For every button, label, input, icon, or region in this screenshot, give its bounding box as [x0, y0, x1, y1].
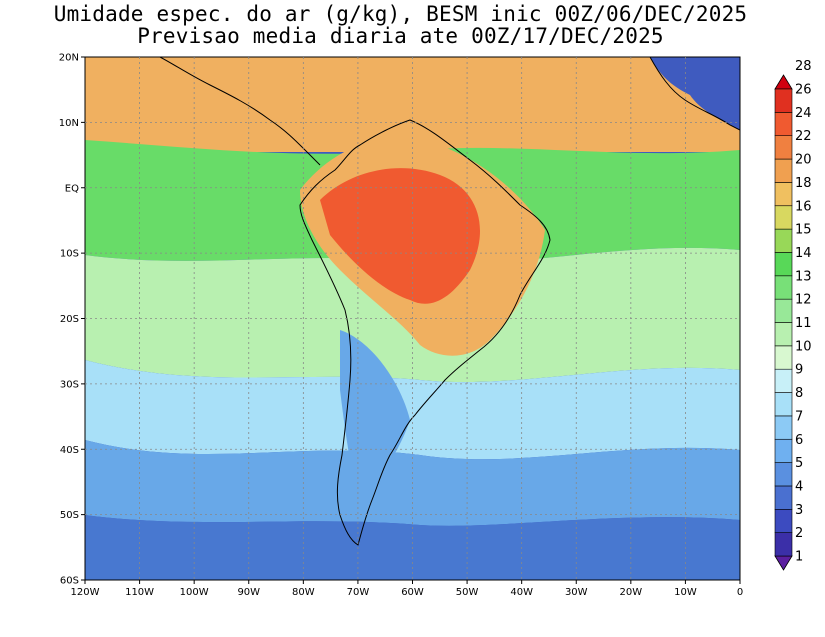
- colorbar-label: 26: [795, 83, 812, 98]
- colorbar-label: 24: [795, 106, 812, 121]
- lon-label: 20W: [620, 587, 643, 598]
- colorbar-swatch: [774, 322, 793, 347]
- colorbar-swatch: [774, 532, 793, 557]
- field-region-land2: [320, 168, 480, 304]
- lon-label: 0: [737, 587, 743, 598]
- lat-label: 60S: [60, 576, 79, 587]
- colorbar-swatch: [774, 508, 793, 533]
- colorbar-swatch: [774, 485, 793, 510]
- lon-label: 30W: [565, 587, 588, 598]
- field-region-africa: [650, 57, 740, 130]
- lat-label: 20N: [59, 53, 79, 64]
- colorbar-label: 3: [795, 503, 803, 518]
- colorbar-label: 18: [795, 176, 812, 191]
- colorbar-label: 4: [795, 479, 803, 494]
- latitude-labels: 20N 10N EQ 10S 20S 30S 40S 50S 60S: [59, 53, 85, 587]
- lon-label: 90W: [237, 587, 260, 598]
- colorbar-swatch: [774, 158, 793, 183]
- lon-label: 40W: [510, 587, 533, 598]
- chart-title-line2: Previsao media diaria ate 00Z/17/DEC/202…: [137, 24, 664, 48]
- coastline: [649, 57, 740, 131]
- colorbar-label: 1: [795, 550, 803, 565]
- chart-title-line1: Umidade espec. do ar (g/kg), BESM inic 0…: [53, 2, 748, 26]
- lon-label: 110W: [125, 587, 154, 598]
- colorbar-swatch: [774, 298, 793, 323]
- lat-label: 30S: [60, 379, 79, 390]
- colorbar-arrow-bottom: [774, 555, 793, 571]
- lon-label: 120W: [71, 587, 100, 598]
- colorbar-swatch: [774, 252, 793, 277]
- lat-label: 40S: [60, 445, 79, 456]
- coastline: [299, 119, 551, 546]
- colorbar-label: 28: [795, 59, 812, 74]
- colorbar-swatch: [774, 88, 793, 113]
- coastline: [159, 57, 321, 166]
- colorbar-label: 15: [795, 223, 812, 238]
- colorbar-arrow-top: [774, 74, 793, 90]
- colorbar-swatch: [774, 368, 793, 393]
- colorbar-label: 22: [795, 129, 812, 144]
- colorbar-label: 2: [795, 526, 803, 541]
- colorbar-label: 12: [795, 293, 812, 308]
- colorbar-swatch: [774, 345, 793, 370]
- lon-label: 100W: [180, 587, 209, 598]
- colorbar-label: 16: [795, 199, 812, 214]
- lat-label: 10N: [59, 118, 79, 129]
- colorbar-label: 20: [795, 153, 812, 168]
- lon-label: 70W: [347, 587, 370, 598]
- colorbar-swatch: [774, 205, 793, 230]
- colorbar-label: 14: [795, 246, 812, 261]
- lat-label: 50S: [60, 510, 79, 521]
- field-region-cone: [340, 330, 410, 500]
- field-region-b5: [85, 360, 740, 460]
- colorbar-swatch: [774, 135, 793, 160]
- lat-label: EQ: [65, 183, 79, 194]
- colorbar-label: 9: [795, 363, 803, 378]
- colorbar-label: 5: [795, 456, 803, 471]
- colorbar-label: 8: [795, 386, 803, 401]
- colorbar-swatch: [774, 392, 793, 417]
- longitude-labels: 120W 110W 100W 90W 80W 70W 60W 50W 40W 30W 20W 10W 0: [71, 580, 743, 598]
- lon-label: 80W: [292, 587, 315, 598]
- colorbar-swatch: [774, 438, 793, 463]
- colorbar-label: 11: [795, 316, 812, 331]
- colorbar-label: 10: [795, 339, 812, 354]
- colorbar-label: 6: [795, 433, 803, 448]
- colorbar-swatch: [774, 228, 793, 253]
- colorbar-swatch: [774, 112, 793, 136]
- colorbar-label: 13: [795, 269, 812, 284]
- colorbar-label: 7: [795, 409, 803, 424]
- lon-label: 60W: [401, 587, 424, 598]
- colorbar-swatch: [774, 182, 793, 207]
- colorbar-swatch: [774, 415, 793, 440]
- lat-label: 10S: [60, 249, 79, 260]
- colorbar-swatch: [774, 462, 793, 487]
- graticule: [85, 57, 740, 580]
- colorbar-swatch: [774, 275, 793, 300]
- lon-label: 10W: [674, 587, 697, 598]
- lat-label: 20S: [60, 314, 79, 325]
- lon-label: 50W: [456, 587, 479, 598]
